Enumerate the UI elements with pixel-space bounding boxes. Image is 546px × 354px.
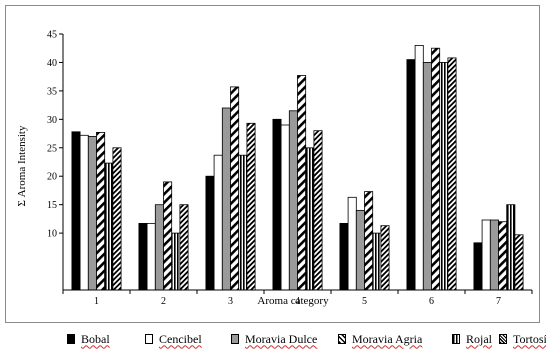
y-tick-label: 20 — [47, 172, 57, 183]
bar-cencibel-cat-1 — [79, 134, 89, 291]
bar-moravia-agria-cat-6 — [431, 47, 441, 291]
legend-item-rojal: Rojal — [452, 331, 492, 347]
legend-label: Bobal — [81, 331, 110, 346]
bar-tortosí-cat-6 — [447, 57, 457, 291]
bar-moravia-agria-cat-7 — [498, 221, 508, 291]
bar-tortosí-cat-1 — [112, 147, 122, 291]
bar-tortosí-cat-5 — [380, 225, 390, 291]
legend-item-tortosí: Tortosí — [499, 331, 546, 347]
y-axis-label: Σ Aroma Intensity — [16, 125, 28, 206]
x-tick-label: 2 — [161, 296, 166, 307]
chart-legend: Bobal Cencibel Moravia Dulce Moravia Agria R… — [0, 326, 546, 352]
y-tick-label: 45 — [47, 30, 57, 41]
bar-moravia-agria-cat-3 — [230, 86, 240, 291]
x-axis-label: Aroma category — [257, 295, 329, 307]
legend-label: Moravia Agria — [352, 331, 423, 346]
bar-rojal-cat-2 — [171, 232, 181, 291]
bar-cencibel-cat-6 — [414, 45, 424, 291]
x-tick-label: 5 — [362, 296, 367, 307]
y-tick-label: 25 — [47, 143, 57, 154]
bar-tortosí-cat-7 — [514, 234, 524, 291]
x-tick-label: 4 — [295, 296, 300, 307]
bar-moravia-dulce-cat-1 — [87, 135, 97, 291]
y-tick-label: 40 — [47, 58, 57, 69]
x-tick-label: 3 — [228, 296, 233, 307]
legend-label: Moravia Dulce — [245, 331, 318, 346]
bar-bobal-cat-1 — [71, 131, 81, 291]
legend-swatch — [67, 334, 75, 344]
legend-item-moravia-agria: Moravia Agria — [338, 331, 422, 347]
legend-swatch — [145, 334, 153, 344]
legend-item-moravia-dulce: Moravia Dulce — [231, 331, 317, 347]
legend-swatch — [338, 334, 346, 344]
legend-label: Cencibel — [159, 331, 202, 346]
bar-rojal-cat-7 — [506, 204, 516, 291]
bar-moravia-dulce-cat-3 — [221, 107, 231, 291]
y-tick-label: 30 — [47, 115, 57, 126]
legend-item-bobal: Bobal — [67, 331, 110, 347]
bar-rojal-cat-1 — [104, 162, 114, 291]
bar-moravia-agria-cat-2 — [163, 181, 173, 291]
y-tick-label: 10 — [47, 229, 57, 240]
bar-moravia-agria-cat-1 — [96, 131, 106, 291]
bar-tortosí-cat-2 — [179, 204, 189, 291]
legend-swatch — [231, 334, 239, 344]
legend-swatch — [452, 334, 460, 344]
x-tick-label: 6 — [429, 296, 434, 307]
bar-rojal-cat-3 — [238, 154, 248, 291]
legend-label: Rojal — [466, 331, 492, 346]
bar-cencibel-cat-5 — [347, 196, 357, 291]
bar-moravia-dulce-cat-4 — [288, 110, 298, 291]
bar-bobal-cat-5 — [339, 222, 349, 291]
bar-cencibel-cat-3 — [213, 154, 223, 291]
legend-swatch — [499, 334, 507, 344]
bar-moravia-dulce-cat-2 — [154, 204, 164, 291]
bar-moravia-dulce-cat-6 — [422, 62, 432, 291]
y-tick-label: 35 — [47, 86, 57, 97]
bar-cencibel-cat-4 — [280, 124, 290, 291]
x-tick-label: 1 — [94, 296, 99, 307]
bar-bobal-cat-3 — [205, 175, 215, 291]
bar-bobal-cat-2 — [138, 222, 148, 291]
bar-moravia-dulce-cat-5 — [355, 209, 365, 291]
bar-bobal-cat-7 — [473, 242, 483, 291]
bar-cencibel-cat-2 — [146, 222, 156, 291]
bars-group — [71, 45, 524, 291]
bar-cencibel-cat-7 — [481, 219, 491, 291]
bar-moravia-agria-cat-5 — [364, 191, 374, 291]
bar-rojal-cat-5 — [372, 232, 382, 291]
bar-tortosí-cat-4 — [313, 130, 323, 291]
x-tick-label: 7 — [496, 296, 501, 307]
y-tick-label: 15 — [47, 200, 57, 211]
legend-item-cencibel: Cencibel — [145, 331, 202, 347]
legend-label: Tortosí — [513, 331, 546, 346]
bar-tortosí-cat-3 — [246, 122, 256, 291]
bar-bobal-cat-6 — [406, 59, 416, 291]
bar-moravia-agria-cat-4 — [297, 75, 307, 291]
bar-rojal-cat-6 — [439, 62, 449, 291]
bar-moravia-dulce-cat-7 — [489, 219, 499, 291]
bar-rojal-cat-4 — [305, 147, 315, 291]
bar-bobal-cat-4 — [272, 118, 282, 291]
